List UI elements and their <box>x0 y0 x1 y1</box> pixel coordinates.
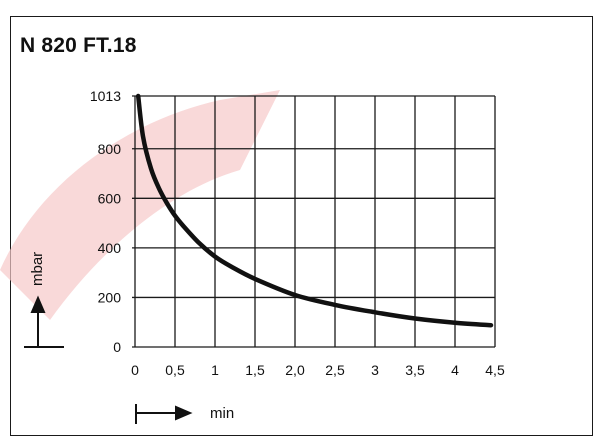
x-tick-label: 0 <box>131 362 139 378</box>
x-tick-label: 3 <box>371 362 379 378</box>
x-tick-label: 1 <box>211 362 219 378</box>
x-axis-label: min <box>210 405 234 422</box>
x-tick-label: 0,5 <box>165 362 185 378</box>
x-axis-arrow <box>135 404 193 424</box>
y-tick-label: 0 <box>113 339 121 355</box>
x-tick-label: 4,5 <box>485 362 505 378</box>
y-axis-label: mbar <box>29 252 46 286</box>
y-tick-label: 1013 <box>90 88 121 104</box>
y-tick-label: 200 <box>98 289 122 305</box>
x-tick-label: 2,0 <box>285 362 305 378</box>
x-axis-ticks: 0 0,5 1 1,5 2,0 2,5 3 3,5 4 4,5 <box>131 362 505 378</box>
x-tick-label: 1,5 <box>245 362 265 378</box>
y-tick-label: 400 <box>98 240 122 256</box>
series-curve <box>135 93 494 328</box>
chart-title: N 820 FT.18 <box>20 34 137 57</box>
x-tick-label: 3,5 <box>405 362 425 378</box>
y-axis-ticks: 0 200 400 600 800 1013 <box>90 88 121 355</box>
y-axis-arrow <box>24 295 64 348</box>
y-tick-label: 800 <box>98 141 122 157</box>
chart-grid <box>132 95 496 348</box>
x-tick-label: 4 <box>451 362 459 378</box>
x-tick-label: 2,5 <box>325 362 345 378</box>
pressure-time-chart: 0 200 400 600 800 1013 0 0,5 1 1,5 2,0 2,5 3 3,5 4 4,5… <box>24 88 505 424</box>
y-tick-label: 600 <box>98 190 122 206</box>
